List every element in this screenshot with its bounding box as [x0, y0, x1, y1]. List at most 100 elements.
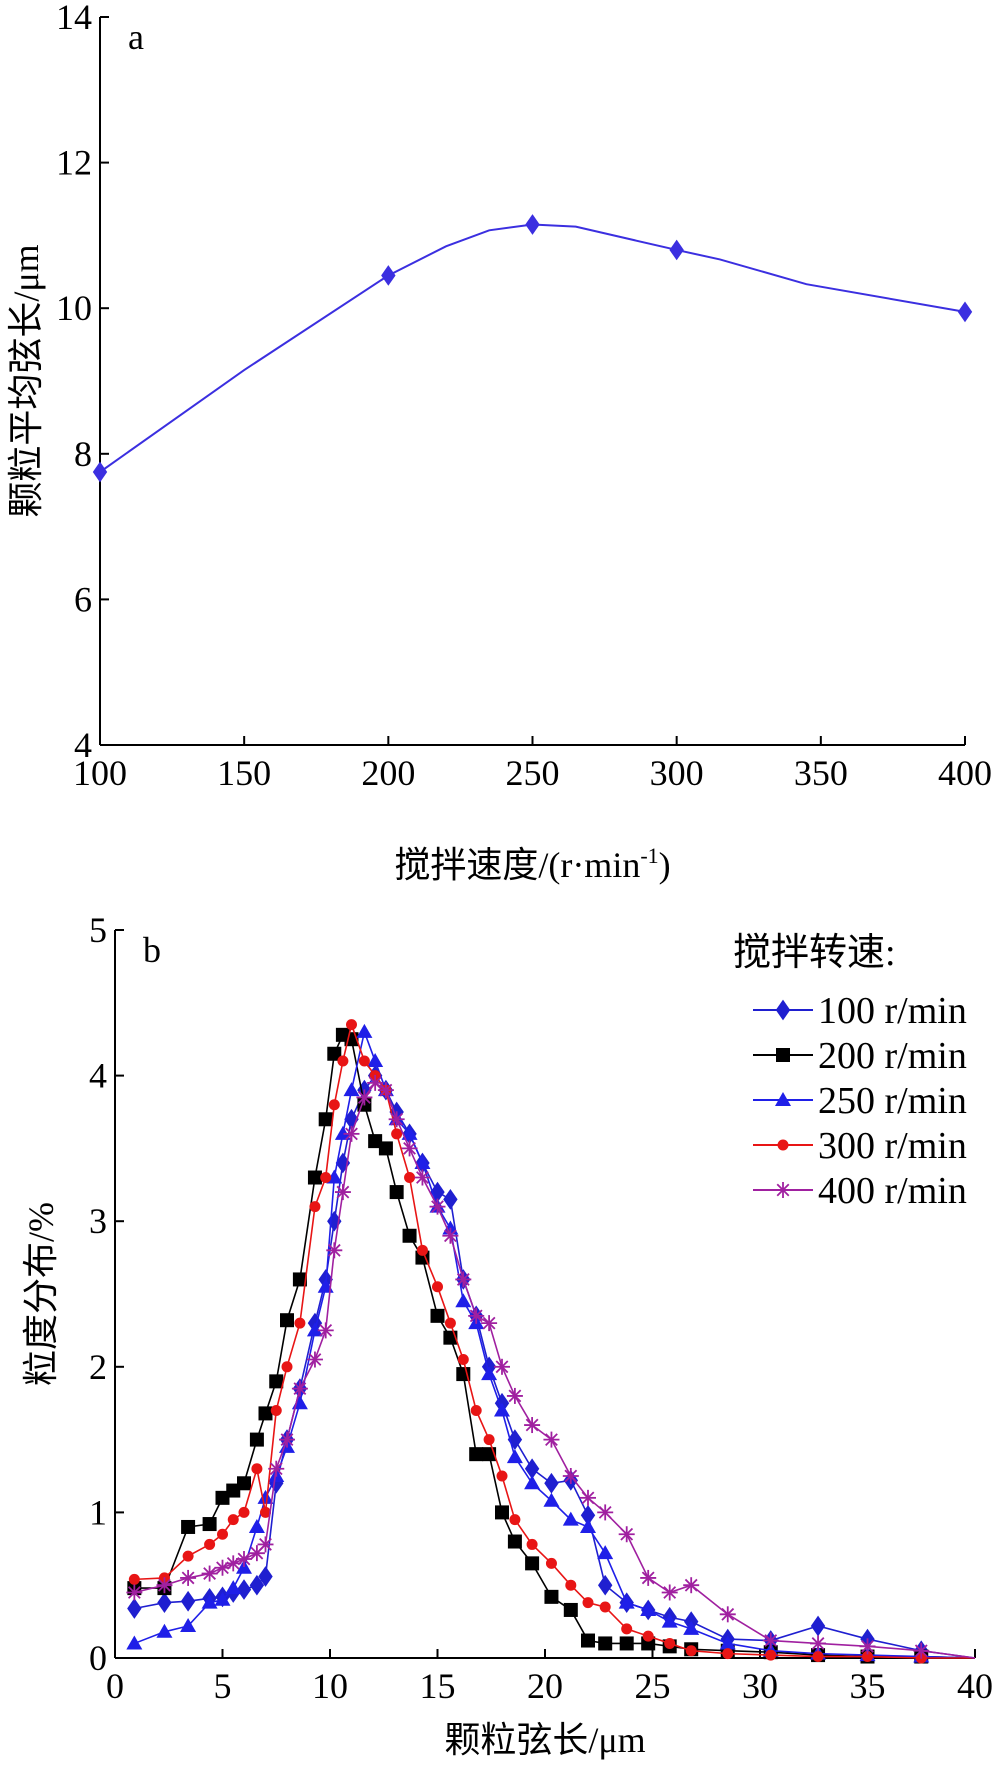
triangle-marker [401, 1125, 418, 1140]
legend-label: 300 r/min [818, 1125, 967, 1167]
circle-marker [328, 1099, 340, 1111]
star-marker [468, 1307, 485, 1324]
star-marker [401, 1140, 418, 1157]
square-marker [544, 1589, 559, 1604]
x-tick-label: 20 [527, 1666, 563, 1706]
circle-marker [599, 1601, 611, 1613]
legend-item: 100 r/min [753, 990, 967, 1032]
diamond-marker [544, 1472, 559, 1494]
star-stroke [293, 1382, 307, 1396]
x-axis-label-close: ) [659, 845, 671, 885]
star-marker [356, 1089, 373, 1106]
star-marker [388, 1111, 405, 1128]
x-tick-label: 25 [635, 1666, 671, 1706]
star-marker [524, 1417, 541, 1434]
square-marker [215, 1490, 230, 1505]
diamond-marker [92, 461, 108, 483]
legend-item: 300 r/min [753, 1125, 967, 1167]
x-axis-label: 搅拌速度/(r·min-1) [394, 843, 670, 885]
square-marker [563, 1602, 578, 1617]
star-stroke [482, 1316, 496, 1330]
square-marker [258, 1406, 273, 1421]
diamond-marker [525, 214, 540, 235]
square-marker [378, 1141, 393, 1156]
square-marker [469, 1447, 484, 1462]
square-marker [202, 1517, 217, 1532]
circle-marker [862, 1651, 873, 1663]
star-marker [306, 1351, 323, 1368]
x-tick-label: 30 [742, 1666, 778, 1706]
circle-marker [483, 1434, 495, 1446]
circle-marker [270, 1404, 282, 1416]
triangle-marker [367, 1053, 384, 1068]
square-marker [318, 1112, 333, 1127]
diamond-marker [157, 1592, 172, 1614]
diamond-marker [524, 1458, 540, 1480]
square-marker [430, 1308, 445, 1323]
star-marker [775, 1182, 791, 1198]
triangle-marker [291, 1395, 308, 1410]
star-stroke [259, 1538, 272, 1551]
star-marker [236, 1550, 252, 1567]
star-marker [618, 1526, 635, 1543]
star-marker [429, 1198, 446, 1215]
y-tick-label: 4 [89, 1056, 107, 1096]
triangle-marker [248, 1518, 265, 1533]
square-marker [292, 1272, 307, 1287]
star-marker [913, 1642, 930, 1659]
circle-marker [227, 1514, 239, 1526]
star-stroke [456, 1273, 470, 1286]
star-stroke [390, 1112, 404, 1126]
legend-item: 400 r/min [753, 1170, 967, 1212]
star-stroke [127, 1586, 141, 1599]
star-marker [279, 1431, 295, 1448]
triangle-marker [775, 1092, 791, 1106]
triangle-marker [156, 1623, 173, 1638]
square-marker [402, 1228, 417, 1243]
triangle-marker [214, 1591, 231, 1606]
star-stroke [280, 1433, 294, 1446]
circle-marker [765, 1649, 777, 1661]
star-marker [762, 1632, 779, 1649]
star-marker [367, 1074, 384, 1091]
triangle-marker [506, 1449, 523, 1464]
circle-marker [251, 1463, 263, 1475]
star-stroke [861, 1639, 874, 1653]
y-tick-label: 5 [89, 910, 107, 950]
star-stroke [327, 1243, 341, 1257]
diamond-marker [269, 1472, 284, 1494]
star-stroke [181, 1571, 195, 1585]
star-marker [156, 1577, 173, 1594]
x-tick-label: 100 [73, 753, 127, 793]
diamond-marker [443, 1189, 458, 1210]
star-stroke [158, 1578, 171, 1592]
y-tick-label: 4 [74, 725, 92, 765]
y-tick-label: 3 [89, 1201, 107, 1241]
y-tick-label: 14 [56, 0, 92, 37]
diamond-marker [598, 1574, 613, 1596]
diamond-marker [236, 1579, 252, 1600]
y-tick-label: 12 [56, 143, 92, 183]
triangle-marker [356, 1023, 373, 1038]
x-tick-label: 40 [957, 1666, 993, 1706]
triangle-marker [126, 1635, 143, 1650]
circle-marker [812, 1651, 824, 1663]
triangle-marker [661, 1613, 678, 1628]
star-marker [334, 1184, 351, 1201]
y-tick-label: 10 [56, 288, 92, 328]
star-marker [317, 1322, 334, 1339]
square-marker [226, 1483, 241, 1498]
star-marker [859, 1638, 876, 1655]
diamond-marker [127, 1598, 142, 1619]
square-marker [237, 1476, 251, 1491]
square-marker [181, 1519, 196, 1534]
star-stroke [598, 1506, 612, 1519]
star-marker [481, 1315, 498, 1332]
triangle-marker [225, 1580, 242, 1595]
diamond-marker [810, 1615, 826, 1637]
star-marker [326, 1242, 343, 1259]
legend-label: 200 r/min [818, 1035, 967, 1077]
x-axis-label: 颗粒弦长/μm [444, 1720, 645, 1760]
series-mean-chord-length [92, 214, 973, 483]
star-marker [201, 1565, 218, 1582]
